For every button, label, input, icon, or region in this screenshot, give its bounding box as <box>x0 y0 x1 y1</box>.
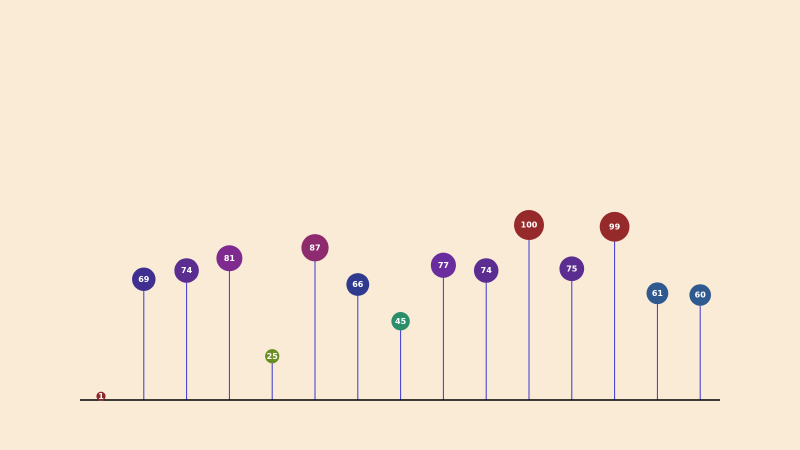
data-label-5: 87 <box>309 243 320 252</box>
data-label-10: 100 <box>521 221 538 230</box>
data-label-8: 77 <box>438 261 449 270</box>
lollipop-dot-2 <box>174 258 199 283</box>
data-label-9: 74 <box>481 266 493 275</box>
lollipop-dot-9 <box>473 258 499 283</box>
lollipop-dot-10 <box>514 210 544 240</box>
data-label-0: 1 <box>98 392 104 401</box>
lollipop-dot-4 <box>265 349 280 364</box>
lollipop-dot-8 <box>430 252 456 278</box>
lollipop-dot-1 <box>132 267 156 291</box>
lollipop-dot-0 <box>96 391 106 401</box>
data-label-11: 75 <box>566 264 578 273</box>
lollipop-dot-6 <box>346 273 370 296</box>
lollipop-dot-3 <box>216 245 243 272</box>
lollipop-dot-13 <box>646 282 669 305</box>
data-label-6: 66 <box>352 280 364 289</box>
data-label-4: 25 <box>267 352 279 361</box>
data-label-12: 99 <box>609 222 621 231</box>
data-label-3: 81 <box>224 254 236 263</box>
data-label-13: 61 <box>652 289 664 298</box>
lollipop-dot-12 <box>599 211 630 242</box>
lollipop-dot-14 <box>689 284 711 306</box>
data-label-1: 69 <box>138 275 150 284</box>
lollipop-dot-11 <box>559 256 585 282</box>
data-label-14: 60 <box>695 291 707 300</box>
lollipop-dot-5 <box>301 234 329 262</box>
data-label-2: 74 <box>181 266 193 275</box>
dots-group: 1 69 74 81 25 87 66 45 77 74 100 75 99 61 60 <box>96 210 711 401</box>
lollipop-dot-7 <box>391 312 410 331</box>
data-label-7: 45 <box>395 317 407 326</box>
stems-group <box>100 225 701 400</box>
